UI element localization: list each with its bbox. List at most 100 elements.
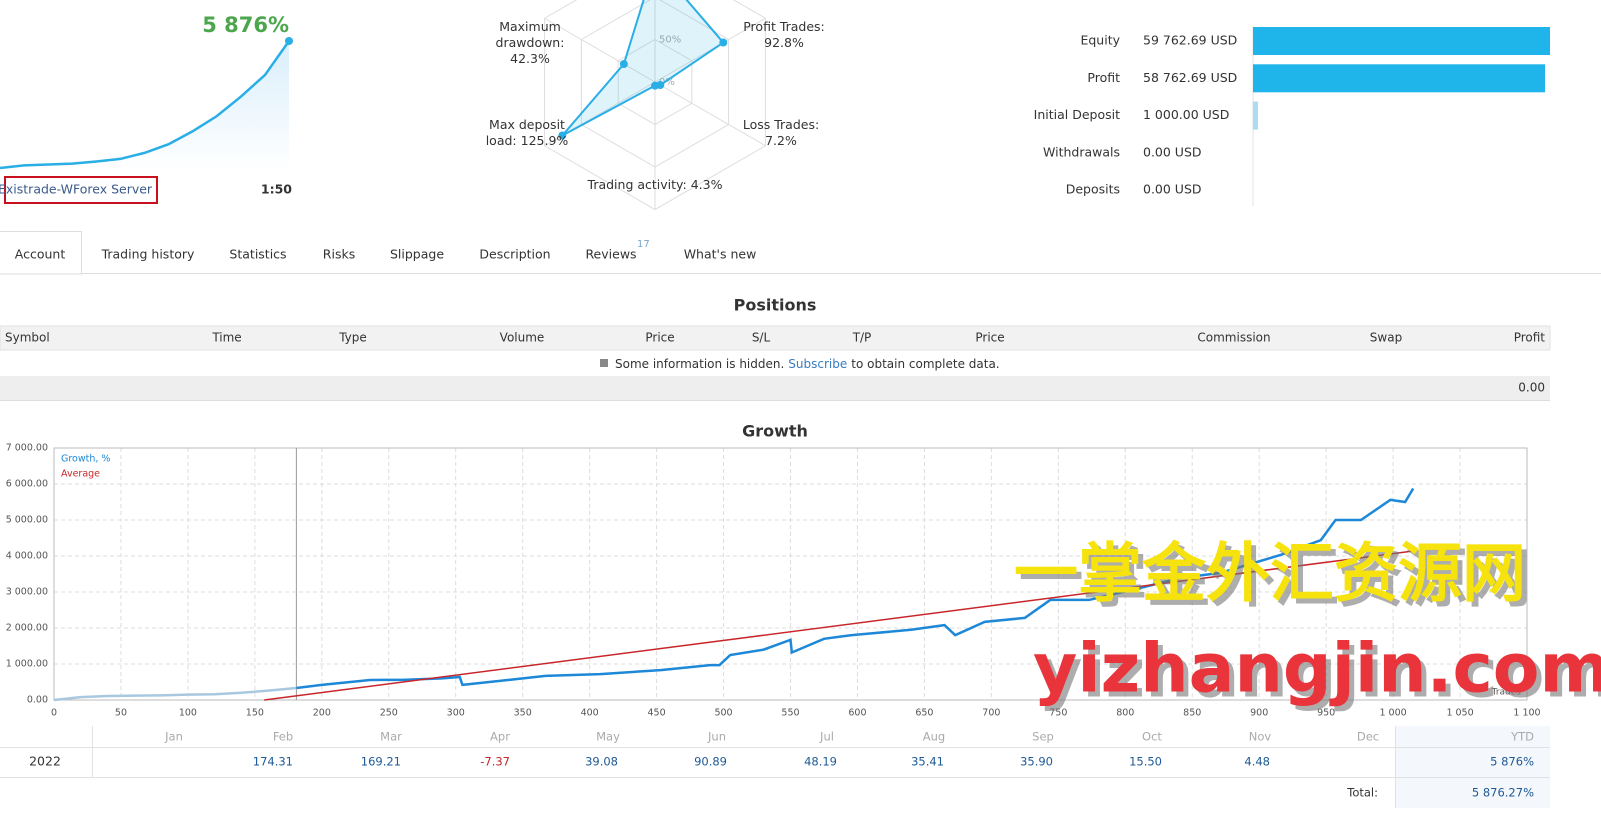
- month-header: May: [596, 730, 620, 744]
- x-tick-label: 850: [1183, 708, 1201, 719]
- positions-column: Commission: [1197, 331, 1270, 345]
- month-header: Feb: [273, 730, 293, 744]
- watermark-cn: 一掌金外汇资源网: [1014, 538, 1526, 612]
- x-tick-label: 50: [115, 708, 127, 719]
- x-tick-label: 150: [246, 708, 264, 719]
- x-tick-label: 750: [1049, 708, 1067, 719]
- radar-axis-value: 7.2%: [765, 133, 797, 148]
- radar-axis-value: 4.3%: [690, 177, 723, 192]
- month-header: Jan: [164, 730, 183, 744]
- growth-line: [264, 550, 1414, 701]
- month-header: Apr: [490, 730, 510, 744]
- x-tick-label: 650: [915, 708, 933, 719]
- tab[interactable]: Description: [479, 247, 550, 262]
- balance-value: 0.00 USD: [1143, 144, 1202, 159]
- tab[interactable]: What's new: [684, 247, 757, 262]
- watermark-en-shadow: yizhangjin.com: [1038, 635, 1601, 714]
- x-tick-label: 900: [1250, 708, 1268, 719]
- radar-label: Profit Trades: 92.8%: [736, 19, 832, 51]
- y-tick-label: 7 000.00: [6, 443, 48, 454]
- notice-link[interactable]: Subscribe: [788, 357, 847, 371]
- balance-value: 58 762.69 USD: [1143, 70, 1237, 85]
- positions-total: 0.00: [1518, 381, 1545, 395]
- positions-column: Volume: [500, 331, 545, 345]
- tab[interactable]: Slippage: [390, 247, 444, 262]
- y-tick-label: 1 000.00: [6, 659, 48, 670]
- plot-frame: [53, 447, 1528, 701]
- tab[interactable]: Account: [15, 247, 66, 262]
- notice: Some information is hidden. Subscribe to o…: [615, 357, 1000, 371]
- leverage: 1:50: [261, 182, 292, 197]
- x-tick-label: 950: [1317, 708, 1335, 719]
- radar-axis-value: 92.8%: [764, 35, 804, 50]
- positions-column: T/P: [852, 331, 872, 345]
- month-value: 90.89: [694, 755, 727, 769]
- radar-axis-name: Profit Trades:: [743, 19, 825, 34]
- x-tick-label: 1 100: [1513, 708, 1540, 719]
- month-value: 48.19: [804, 755, 837, 769]
- balance-label: Initial Deposit: [1034, 107, 1120, 122]
- radar-axis-name: Maximum drawdown:: [495, 19, 565, 50]
- month-header: Mar: [380, 730, 402, 744]
- month-value: 169.21: [361, 755, 401, 769]
- tab[interactable]: Risks: [323, 247, 355, 262]
- balance-value: 1 000.00 USD: [1143, 107, 1229, 122]
- total-label: Total:: [1346, 786, 1378, 800]
- radar-spoke: [544, 17, 656, 83]
- month-value: 15.50: [1129, 755, 1162, 769]
- x-tick-label: 350: [514, 708, 532, 719]
- month-header: Aug: [923, 730, 945, 744]
- month-header: Sep: [1032, 730, 1054, 744]
- x-tick-label: 800: [1116, 708, 1134, 719]
- balance-value: 59 762.69 USD: [1143, 33, 1237, 48]
- x-tick-label: 1 050: [1446, 708, 1473, 719]
- watermark-cn-shadow: 一掌金外汇资源网: [1019, 543, 1531, 617]
- x-tick-label: 100: [179, 708, 197, 719]
- tab[interactable]: Statistics: [229, 247, 286, 262]
- x-tick-label: 500: [714, 708, 732, 719]
- radar-label: Max deposit load: 125.9%: [484, 117, 570, 149]
- positions-column: Profit: [1514, 331, 1546, 345]
- watermark-en: yizhangjin.com: [1033, 630, 1601, 709]
- balance-value: 0.00 USD: [1143, 182, 1202, 197]
- x-axis-label: Trades: [1491, 688, 1522, 698]
- month-header: Nov: [1249, 730, 1272, 744]
- positions-foot: [0, 376, 1550, 400]
- tab[interactable]: Reviews: [585, 247, 636, 262]
- x-tick-label: 400: [581, 708, 599, 719]
- total-value: 5 876.27%: [1472, 786, 1534, 800]
- positions-head: [0, 325, 1551, 351]
- x-tick-label: 450: [648, 708, 666, 719]
- positions-column: Swap: [1370, 331, 1402, 345]
- balance-bar: [1253, 27, 1550, 55]
- balance-label: Equity: [1080, 33, 1120, 48]
- notice-text: to obtain complete data.: [851, 357, 999, 371]
- positions-column: Time: [211, 331, 241, 345]
- y-tick-label: 6 000.00: [6, 479, 48, 490]
- tab-active: [0, 231, 82, 275]
- notice-icon: [600, 359, 608, 367]
- year: 2022: [29, 754, 61, 769]
- growth-label: 5 876%: [202, 13, 289, 37]
- ytd-bg: [1395, 726, 1550, 808]
- positions-column: Symbol: [5, 331, 50, 345]
- x-tick-label: 700: [982, 708, 1000, 719]
- tab[interactable]: Trading history: [101, 247, 195, 262]
- sparkline: [0, 40, 291, 170]
- x-tick-label: 1 000: [1379, 708, 1406, 719]
- radar-spoke: [654, 81, 766, 147]
- radar-axis-value: 125.9%: [520, 133, 569, 148]
- radar-axis-value: 42.3%: [510, 51, 550, 66]
- positions-column: S/L: [752, 331, 771, 345]
- month-header: Dec: [1357, 730, 1379, 744]
- radar-axis-name: Loss Trades:: [742, 117, 820, 132]
- radar-area: [561, 0, 725, 137]
- x-tick-label: 600: [848, 708, 866, 719]
- month-header: Jun: [707, 730, 726, 744]
- radar-dot: [719, 38, 728, 47]
- radar-tick: 0%: [659, 77, 675, 88]
- balance-label: Withdrawals: [1043, 144, 1120, 159]
- month-header: YTD: [1510, 730, 1534, 744]
- positions-column: Price: [975, 331, 1004, 345]
